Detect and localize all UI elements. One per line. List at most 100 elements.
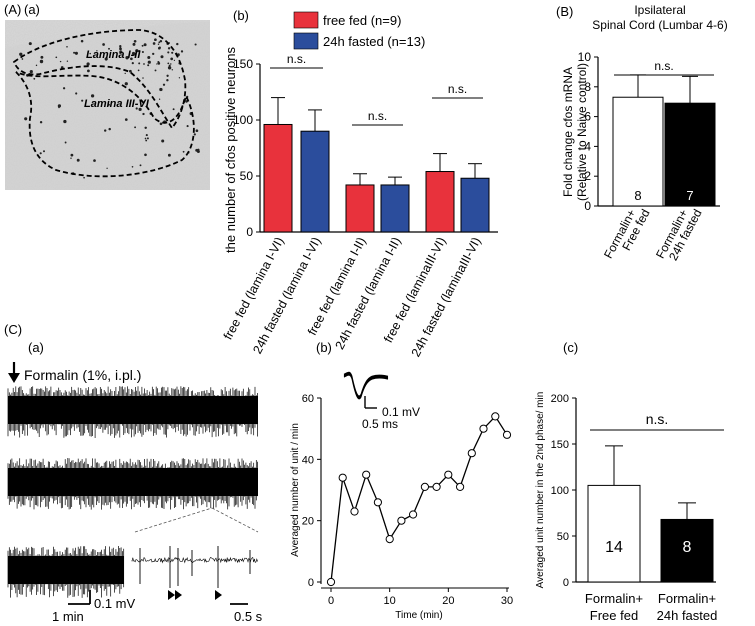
y-tick-label: 0 (308, 577, 314, 589)
stained-cell (39, 120, 43, 124)
data-point (432, 482, 441, 491)
panel-label-Ab: (b) (233, 8, 249, 23)
x-tick-label: 30 (501, 595, 513, 607)
significance-label: n.s. (448, 82, 467, 96)
chart-unit-timecourse: 0 20 40 60 0 10 20 30 Time (min) Averaged number … (290, 393, 513, 621)
stained-cell (141, 44, 144, 47)
panel-label-B: (B) (556, 4, 573, 19)
stained-cell (40, 55, 44, 59)
stained-cell (167, 47, 171, 50)
stained-cell (75, 92, 78, 95)
stained-cell (76, 158, 80, 162)
lamina-III-VI-outline (15, 71, 195, 178)
y-tick-label: 100 (233, 113, 253, 127)
stained-cell (144, 137, 147, 140)
stained-cell (35, 64, 38, 67)
scale-time-long-label: 1 min (52, 609, 84, 624)
y-tick-label: 60 (302, 393, 314, 405)
data-point (456, 482, 465, 491)
x-axis-label: Time (min) (395, 610, 442, 621)
panel-label-Aa: (a) (24, 2, 40, 17)
stained-cell (87, 69, 90, 73)
zoom-guide-left (134, 507, 213, 533)
stained-cell (125, 56, 129, 60)
stained-cell (157, 62, 161, 65)
stained-cell (147, 64, 150, 67)
stained-cell (156, 63, 158, 65)
stained-cell (129, 69, 132, 73)
stained-cell (81, 99, 84, 102)
bar (263, 123, 293, 233)
stained-cell (166, 79, 169, 82)
stained-cell (144, 126, 147, 130)
y-tick-label: 0 (563, 577, 569, 589)
stained-cell (161, 139, 165, 143)
stained-cell (185, 100, 188, 103)
legend-swatch-fasted (293, 32, 319, 50)
stained-cell (137, 69, 140, 72)
stained-cell (131, 62, 134, 65)
scale-amplitude-label: 0.1 mV (94, 596, 136, 611)
stained-cell (178, 77, 181, 79)
stained-cell (108, 47, 110, 50)
stained-cell (139, 164, 142, 167)
stained-cell (59, 60, 62, 63)
stained-cell (134, 126, 137, 129)
bar-n-label: 7 (686, 188, 693, 203)
data-point (326, 577, 336, 587)
y-tick-label: 150 (233, 57, 253, 71)
bar-n-label: 8 (634, 188, 641, 203)
y-tick-label: 40 (302, 454, 314, 466)
stained-cell (162, 83, 166, 86)
stained-cell (63, 119, 67, 124)
stained-cell (66, 60, 69, 62)
chart-unit-2nd-phase: 0 50 100 150 200 Averaged unit number in the … (535, 392, 724, 623)
stained-cell (144, 153, 147, 157)
stained-cell (186, 125, 189, 128)
series-line (330, 415, 508, 583)
y-tick-label: 200 (551, 393, 569, 405)
stained-cell (80, 39, 84, 43)
stained-cell (142, 77, 144, 79)
legend-label-free-fed: free fed (n=9) (323, 13, 401, 28)
stained-cell (171, 51, 174, 54)
stained-cell (124, 118, 128, 121)
stained-cell (160, 55, 164, 59)
legend-label-fasted: 24h fasted (n=13) (323, 34, 425, 49)
y-axis-label-line-2: (Relative to Naive control) (575, 63, 589, 201)
stained-cell (132, 42, 136, 46)
x-tick-label: 0 (328, 595, 334, 607)
stained-cell (157, 43, 160, 46)
stained-cell (158, 41, 161, 44)
recording-trace-spikes (7, 386, 258, 438)
stained-cell (107, 103, 110, 106)
stained-cell (104, 129, 107, 132)
stained-cell (147, 55, 151, 60)
stained-cell (119, 47, 122, 51)
stained-cell (21, 58, 24, 60)
legend-swatch-free-fed (293, 11, 319, 29)
stained-cell (106, 167, 108, 169)
stained-cell (33, 77, 36, 80)
stained-cell (119, 50, 123, 54)
stained-cell (145, 134, 148, 137)
inset-time-label: 0.5 ms (362, 417, 398, 431)
lamina-I-II-label: Lamina I-II (86, 49, 141, 61)
stained-cell (142, 112, 145, 116)
stained-cell (167, 62, 170, 65)
panel-label-A: (A) (4, 2, 21, 17)
stained-cell (39, 59, 44, 64)
y-tick-label: 10 (578, 50, 592, 64)
y-tick-label: 20 (302, 516, 314, 528)
stained-cell (19, 52, 23, 56)
stained-cell (176, 42, 179, 46)
formalin-label: Formalin (1%, i.pl.) (24, 367, 141, 383)
stained-cell (70, 157, 72, 159)
y-tick-label: 6 (584, 110, 591, 124)
bar-n-label: 8 (683, 539, 692, 556)
data-point (350, 507, 359, 516)
significance-label: n.s. (368, 109, 387, 123)
stained-cell (166, 74, 169, 77)
